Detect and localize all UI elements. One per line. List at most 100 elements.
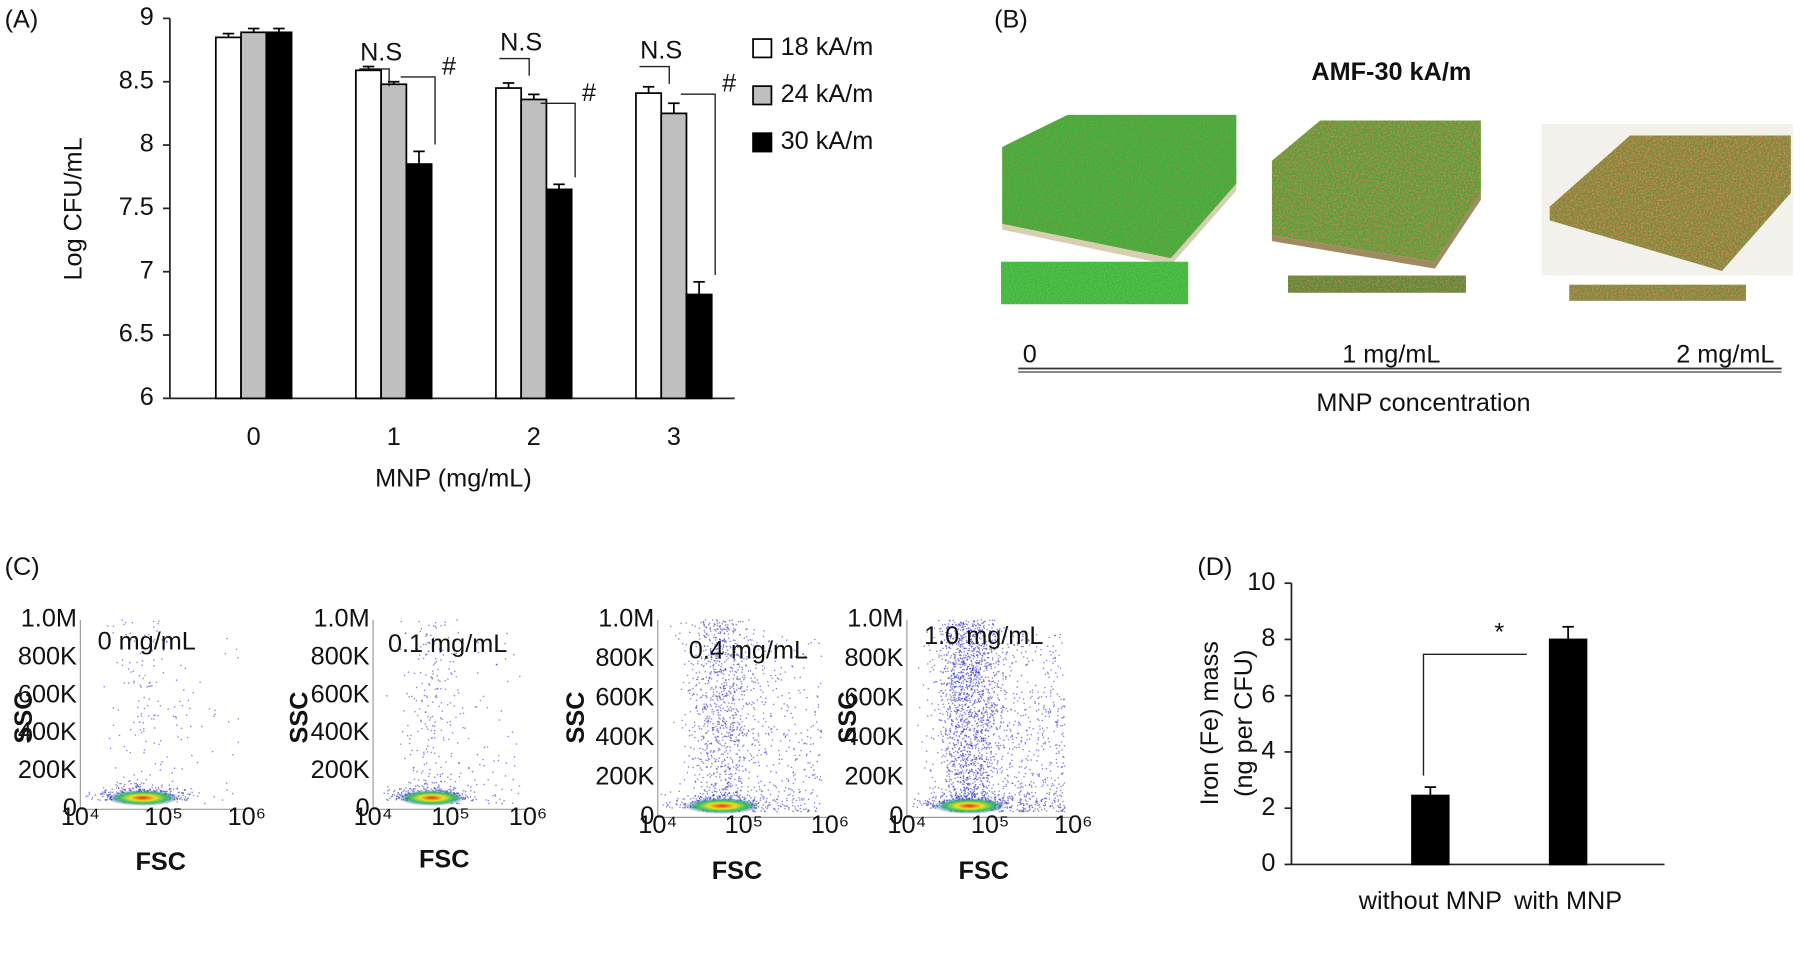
cell-dot (128, 668, 130, 670)
cell-dot (701, 761, 703, 763)
cell-dot (414, 788, 416, 790)
cell-dot (758, 741, 760, 743)
cell-dot (948, 786, 950, 788)
cell-dot (750, 753, 752, 755)
cell-dot (818, 686, 820, 688)
cell-dot (724, 723, 726, 725)
cell-dot (819, 803, 821, 805)
cell-dot (1052, 662, 1054, 664)
cell-dot (953, 690, 955, 692)
cell-dot (427, 716, 429, 718)
cell-dot (692, 767, 694, 769)
cell-dot (707, 760, 709, 762)
cell-dot (977, 786, 979, 788)
cell-dot (139, 784, 141, 786)
cell-dot (706, 782, 708, 784)
cell-dot (962, 779, 964, 781)
cell-dot (501, 803, 503, 805)
cell-dot (718, 706, 720, 708)
cell-dot (966, 728, 968, 730)
cell-dot (739, 733, 741, 735)
cell-dot (731, 774, 733, 776)
cell-dot (721, 683, 723, 685)
cell-dot (172, 781, 174, 783)
cell-dot (739, 729, 741, 731)
cell-dot (998, 699, 1000, 701)
cell-dot (806, 697, 808, 699)
cell-dot (961, 672, 963, 674)
cell-dot (809, 762, 811, 764)
cell-dot (738, 776, 740, 778)
cell-dot (128, 788, 130, 790)
cell-dot (820, 776, 822, 778)
cell-dot (1011, 736, 1013, 738)
cell-dot (1007, 782, 1009, 784)
cell-dot (492, 771, 494, 773)
cell-dot (444, 621, 446, 623)
panel-c: 1.0M800K600K400K200K010⁴10⁵10⁶0 mg/mLSSC… (10, 605, 1093, 886)
cell-dot (797, 810, 799, 812)
cell-dot (1002, 684, 1004, 686)
cell-dot (704, 708, 706, 710)
cell-dot (685, 724, 687, 726)
cell-dot (724, 792, 726, 794)
panel-label: (B) (994, 5, 1028, 33)
cell-dot (724, 633, 726, 635)
cell-dot (700, 759, 702, 761)
cell-dot (471, 800, 473, 802)
cell-dot (1042, 768, 1044, 770)
cell-dot (1036, 760, 1038, 762)
cell-dot (733, 674, 735, 676)
cell-dot (141, 782, 143, 784)
cell-dot (945, 722, 947, 724)
cell-dot (124, 682, 126, 684)
cell-dot (1048, 677, 1050, 679)
cell-dot (764, 748, 766, 750)
cell-dot (498, 755, 500, 757)
cell-dot (717, 723, 719, 725)
cell-dot (776, 787, 778, 789)
cell-dot (460, 713, 462, 715)
cell-dot (692, 624, 694, 626)
cell-dot (741, 721, 743, 723)
cell-dot (1057, 719, 1059, 721)
cell-dot (762, 725, 764, 727)
cell-dot (806, 709, 808, 711)
cell-dot (1009, 722, 1011, 724)
cell-dot (812, 764, 814, 766)
cell-dot (449, 661, 451, 663)
cell-dot (758, 802, 760, 804)
cell-dot (703, 630, 705, 632)
cell-dot (742, 669, 744, 671)
cell-dot (958, 796, 960, 798)
cell-dot (814, 806, 816, 808)
cell-dot (759, 789, 761, 791)
cell-dot (388, 789, 390, 791)
cell-dot (730, 783, 732, 785)
cell-dot (124, 746, 126, 748)
cell-dot (407, 725, 409, 727)
cell-dot (733, 717, 735, 719)
cell-dot (426, 762, 428, 764)
cell-dot (949, 742, 951, 744)
cell-dot (1016, 693, 1018, 695)
cell-dot (450, 755, 452, 757)
cell-dot (1006, 735, 1008, 737)
cell-dot (501, 710, 503, 712)
cell-dot (187, 793, 189, 795)
cell-dot (141, 715, 143, 717)
cell-dot (426, 782, 428, 784)
cell-dot (698, 740, 700, 742)
cell-dot (684, 779, 686, 781)
cell-dot (960, 773, 962, 775)
cell-dot (717, 700, 719, 702)
cell-dot (971, 744, 973, 746)
cell-dot (714, 787, 716, 789)
cell-dot (448, 668, 450, 670)
cell-dot (740, 688, 742, 690)
cell-dot (973, 734, 975, 736)
cell-dot (773, 808, 775, 810)
cell-dot (986, 709, 988, 711)
cell-dot (958, 652, 960, 654)
cell-dot (405, 787, 407, 789)
